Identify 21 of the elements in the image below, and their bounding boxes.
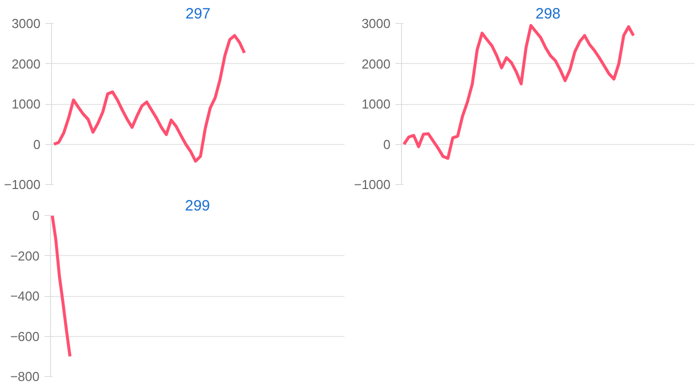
y-tick-label: −800 [10, 369, 40, 384]
y-tick-label: 1000 [12, 96, 40, 112]
y-tick-label: 3000 [362, 16, 390, 31]
y-tick-label: 1000 [362, 96, 390, 112]
y-tick-label: 0 [33, 136, 41, 152]
y-tick-label: −400 [10, 288, 40, 304]
chart-title: 298 [535, 6, 561, 22]
y-tick-label: 0 [383, 136, 391, 152]
chart-title: 299 [184, 198, 210, 214]
y-tick-label: −1000 [4, 177, 41, 192]
y-tick-label: −1000 [354, 177, 391, 192]
y-tick-label: 2000 [362, 56, 390, 72]
line-series [52, 34, 246, 163]
chart-title: 297 [185, 6, 211, 22]
line-series [50, 216, 72, 358]
y-tick-label: −200 [10, 248, 40, 264]
y-tick-label: −600 [10, 328, 40, 344]
y-tick-label: 2000 [12, 56, 40, 72]
y-tick-label: 3000 [12, 16, 40, 31]
line-series [402, 24, 635, 160]
y-tick-label: 0 [32, 208, 40, 223]
